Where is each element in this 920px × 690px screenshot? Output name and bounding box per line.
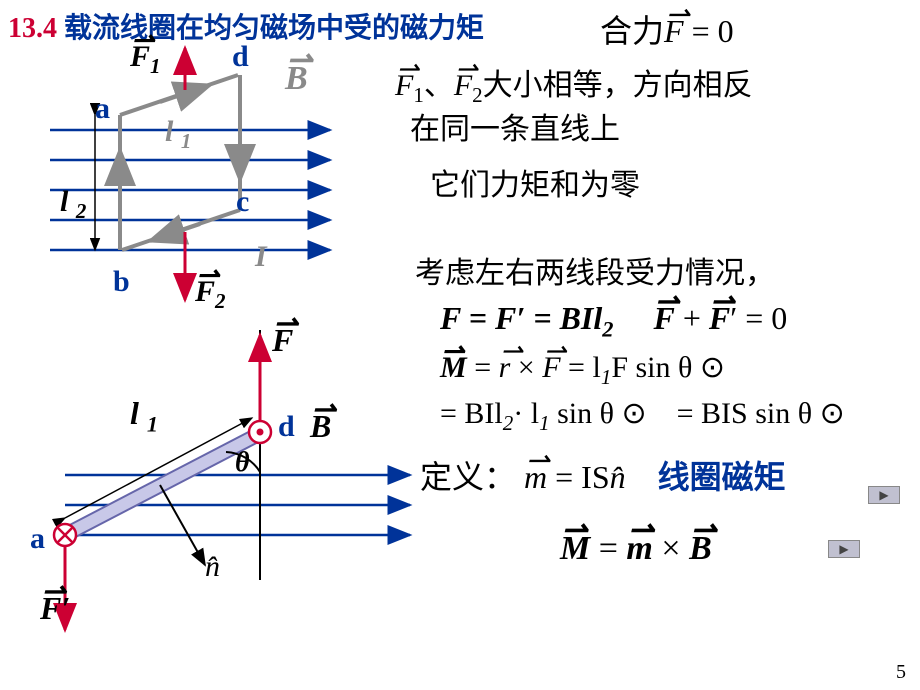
e2d: F sin θ ⊙ <box>611 351 725 384</box>
nhat: n̂ <box>610 459 626 495</box>
label-l1-bot: l 1 <box>130 395 158 437</box>
l2t: l <box>60 185 68 218</box>
page-number: 5 <box>896 661 906 684</box>
label-d-bot: d <box>278 410 295 444</box>
Bv: B <box>285 60 308 98</box>
eq5: M = m × B <box>560 530 712 568</box>
e3a: = BIl <box>440 397 503 430</box>
label-F2: F2 <box>195 275 226 314</box>
e2a: = <box>474 351 491 384</box>
label-B-bot: B <box>310 408 331 445</box>
e3c: sin θ ⊙ <box>550 397 647 430</box>
line2: 在同一条直线上 <box>410 104 620 148</box>
label-nhat: n̂ <box>205 550 220 584</box>
label-b-top: b <box>113 265 130 299</box>
coil-moment: 线圈磁矩 <box>658 459 786 495</box>
label-c-top: c <box>236 185 249 219</box>
line3: 它们力矩和为零 <box>430 160 640 204</box>
label-a-bot: a <box>30 522 45 556</box>
diagram-bottom <box>10 330 430 650</box>
heli-line: 合力F = 0 <box>600 6 734 52</box>
e5a: = <box>599 530 618 567</box>
label-l1-top: l 1 <box>165 115 191 154</box>
eq1c: ′ = 0 <box>730 300 787 336</box>
nav-button-1[interactable]: ▶ <box>868 486 900 504</box>
eq2: M = r × F = l1F sin θ ⊙ <box>440 350 725 390</box>
F1v: F <box>130 40 150 74</box>
e5b: × <box>661 530 680 567</box>
Bv2: B <box>310 408 331 445</box>
label-F-bot: F <box>272 322 293 359</box>
l1t: l <box>165 115 173 148</box>
l1b: l <box>130 395 139 431</box>
label-I-top: I <box>255 240 267 274</box>
eq1a: F = F′ = BIl <box>440 300 602 336</box>
label-B-top: B <box>285 60 308 98</box>
Fv: F <box>272 322 293 359</box>
def-line: 定义： m = ISn̂ 线圈磁矩 <box>420 452 786 498</box>
plus: + <box>683 300 701 336</box>
heli-text: 合力 <box>600 13 664 49</box>
e2c: = l <box>568 351 601 384</box>
nav-button-2[interactable]: ▶ <box>828 540 860 558</box>
F2v: F <box>195 275 215 309</box>
f1f2-line: F1、F2大小相等，方向相反 <box>395 60 753 108</box>
e3b: · l <box>513 397 539 430</box>
e3d: = BIS sin θ ⊙ <box>677 397 845 430</box>
eq3: = BIl2· l1 sin θ ⊙ = BIS sin θ ⊙ <box>440 396 845 436</box>
label-a-top: a <box>95 92 110 126</box>
Fpv: F′ <box>40 590 70 627</box>
label-Fprime: F′ <box>40 590 70 627</box>
label-d-top: d <box>232 40 249 74</box>
eq1: F = F′ = BIl2 F + F′ = 0 <box>440 300 787 342</box>
f1f2-desc: 大小相等，方向相反 <box>483 69 753 102</box>
label-l2-top: l 2 <box>60 185 86 224</box>
label-theta: θ <box>235 447 250 479</box>
eq4: = IS <box>555 459 610 495</box>
sep: 、 <box>424 69 454 102</box>
label-F1: F1 <box>130 40 161 79</box>
def-label: 定义： <box>420 459 516 495</box>
